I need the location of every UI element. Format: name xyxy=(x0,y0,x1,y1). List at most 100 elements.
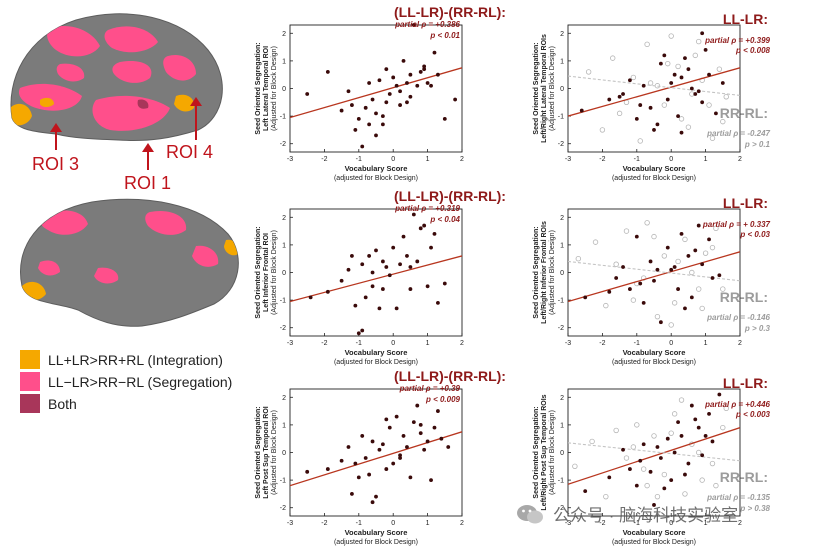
x-axis-sublabel: (adjusted for Block Design) xyxy=(612,175,696,182)
data-point xyxy=(425,81,430,85)
data-point-hollow xyxy=(623,455,630,461)
data-point xyxy=(652,128,656,132)
data-point xyxy=(384,265,389,269)
data-point xyxy=(429,83,433,88)
y-tick-label: 2 xyxy=(282,215,286,222)
data-point xyxy=(370,439,375,444)
y-axis-label: Left/Right Post Sup Temporal ROIs xyxy=(541,394,548,510)
panel-stat-secondary: p > 0.1 xyxy=(744,140,771,149)
data-point xyxy=(401,434,406,438)
data-point xyxy=(696,89,701,94)
watermark-text: 公众号 · 脑海科技实验室 xyxy=(553,506,739,525)
x-tick-label: -2 xyxy=(321,340,327,347)
data-point xyxy=(425,284,430,289)
data-point xyxy=(432,231,437,236)
data-point xyxy=(672,450,677,455)
data-point xyxy=(710,439,715,444)
y-tick-label: 2 xyxy=(560,31,564,38)
data-point xyxy=(346,89,351,94)
data-point xyxy=(391,75,396,80)
data-point-hollow xyxy=(723,94,729,100)
fit-line xyxy=(568,427,740,485)
data-point xyxy=(655,122,660,127)
data-point xyxy=(418,70,423,74)
x-tick-label: 0 xyxy=(391,156,395,163)
data-point xyxy=(363,456,368,460)
data-point xyxy=(398,262,402,267)
data-point xyxy=(621,92,625,96)
data-point xyxy=(360,262,365,267)
data-point xyxy=(634,234,639,239)
data-point xyxy=(353,461,358,466)
data-point xyxy=(436,72,440,77)
y-tick-label: 1 xyxy=(282,242,286,249)
data-point xyxy=(720,81,725,85)
data-point-hollow xyxy=(575,255,582,262)
segregation-region xyxy=(92,95,170,131)
x-tick-label: -1 xyxy=(356,340,362,347)
data-point xyxy=(665,97,670,102)
data-point-hollow xyxy=(630,297,637,303)
data-point xyxy=(429,478,433,483)
data-point xyxy=(442,116,447,121)
data-point xyxy=(350,492,354,496)
data-point xyxy=(367,122,372,127)
y-axis-label: Seed Oriented Segregation: xyxy=(533,42,540,134)
y-axis-label: Seed Oriented Segregation: xyxy=(255,226,262,318)
data-point xyxy=(717,273,722,278)
data-point xyxy=(339,278,344,283)
data-point xyxy=(374,111,378,116)
fit-line xyxy=(290,255,462,303)
data-point-hollow xyxy=(696,286,702,292)
data-point-hollow xyxy=(699,477,705,483)
data-point-hollow xyxy=(661,471,668,478)
y-tick-label: -1 xyxy=(280,114,286,121)
data-point xyxy=(363,105,368,110)
data-point xyxy=(391,245,396,250)
data-point xyxy=(703,47,708,52)
data-point-hollow xyxy=(696,449,702,456)
roi-1-marker: ROI 1 xyxy=(124,143,171,193)
data-point xyxy=(714,111,718,116)
data-point xyxy=(686,67,691,72)
data-point xyxy=(429,245,433,250)
data-point xyxy=(346,445,351,449)
data-point-hollow xyxy=(644,41,650,48)
data-point xyxy=(696,425,701,430)
y-tick-label: 0 xyxy=(560,86,564,93)
data-point xyxy=(707,72,711,77)
data-point xyxy=(638,103,643,107)
y-axis-label: (Adjusted for Block Design) xyxy=(549,410,556,495)
data-point xyxy=(683,472,687,477)
data-point xyxy=(405,81,409,85)
both-region xyxy=(137,99,149,109)
panel-stat: p < 0.009 xyxy=(425,395,461,404)
panel-stat: partial ρ = +0.399 xyxy=(704,36,770,45)
data-point-hollow xyxy=(702,250,709,256)
data-point xyxy=(339,458,344,463)
panel-stat: partial ρ = +0.319 xyxy=(394,204,460,213)
data-point-hollow xyxy=(603,493,609,500)
data-point-hollow xyxy=(682,491,688,497)
data-point xyxy=(676,287,680,291)
data-point xyxy=(387,273,392,278)
panel-stat-secondary: partial ρ = -0.146 xyxy=(706,313,770,322)
x-axis-label: Vocabulary Score xyxy=(345,164,408,173)
y-tick-label: -1 xyxy=(280,478,286,485)
data-point xyxy=(634,483,639,488)
data-point xyxy=(669,478,674,483)
data-point xyxy=(696,223,701,228)
data-point xyxy=(665,245,670,250)
data-point xyxy=(707,237,711,242)
y-tick-label: -2 xyxy=(558,141,564,148)
data-point-hollow xyxy=(630,74,637,81)
data-point xyxy=(380,122,385,127)
data-point-hollow xyxy=(654,313,661,320)
panel-stat: partial ρ = +0.386 xyxy=(394,20,460,29)
y-axis-label: (Adjusted for Block Design) xyxy=(271,46,278,131)
x-tick-label: 0 xyxy=(669,156,673,163)
data-point xyxy=(662,53,667,58)
data-point xyxy=(679,231,684,236)
data-point xyxy=(436,409,440,413)
data-point xyxy=(401,58,406,63)
